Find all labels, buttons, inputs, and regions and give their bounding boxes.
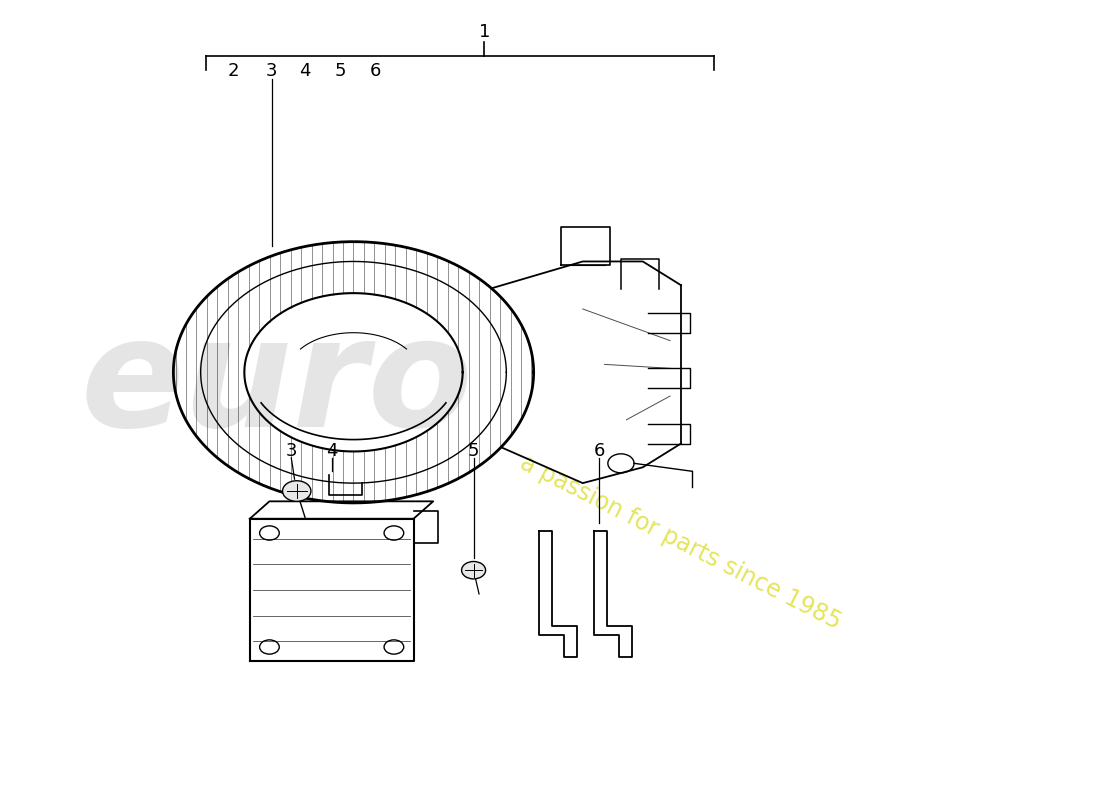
Text: 3: 3 — [266, 62, 277, 81]
Text: 6: 6 — [593, 442, 605, 461]
Text: a passion for parts since 1985: a passion for parts since 1985 — [517, 450, 846, 634]
Text: 5: 5 — [468, 442, 480, 461]
Text: 4: 4 — [326, 442, 338, 461]
Text: 3: 3 — [286, 442, 297, 461]
Text: 2: 2 — [228, 62, 239, 81]
Circle shape — [462, 562, 485, 579]
Text: 5: 5 — [334, 62, 346, 81]
Text: euro: euro — [80, 310, 473, 458]
Text: 1: 1 — [478, 23, 491, 41]
Text: 4: 4 — [298, 62, 310, 81]
Text: 6: 6 — [370, 62, 381, 81]
Circle shape — [283, 481, 311, 502]
